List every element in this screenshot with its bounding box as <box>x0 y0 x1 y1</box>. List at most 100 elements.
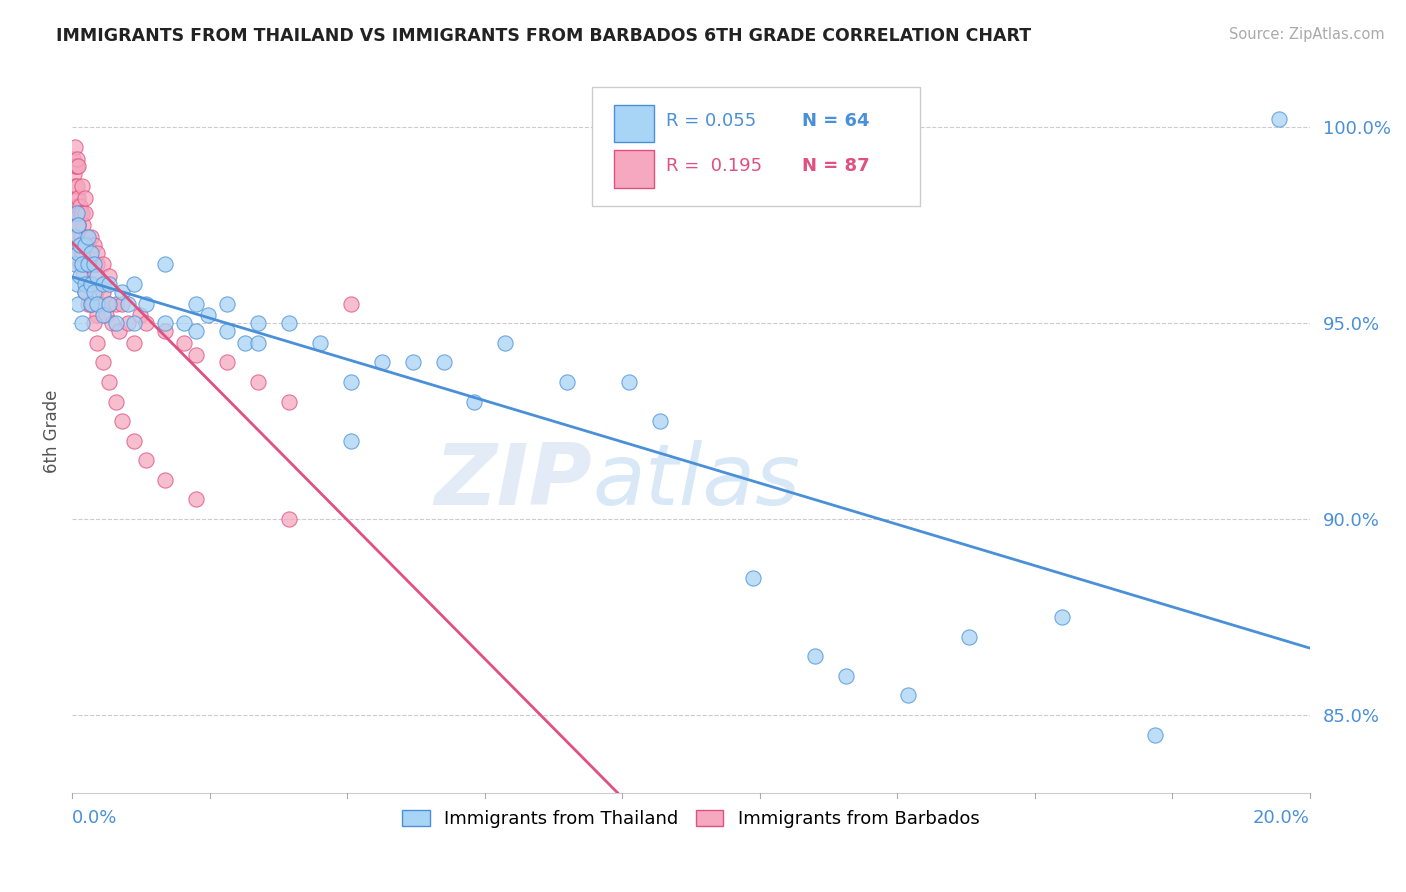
Point <box>67 219 90 233</box>
Point <box>66 152 89 166</box>
Point <box>153 473 176 487</box>
Point <box>98 277 121 291</box>
Point <box>308 335 330 350</box>
Point <box>80 257 103 271</box>
Point <box>67 219 90 233</box>
Point <box>66 219 89 233</box>
Point <box>96 309 118 323</box>
Point <box>70 179 93 194</box>
Point <box>65 257 87 271</box>
Point <box>65 179 87 194</box>
Point <box>122 316 145 330</box>
Point <box>73 257 96 271</box>
Point <box>129 309 152 323</box>
Point <box>153 316 176 330</box>
Point <box>65 206 87 220</box>
Point <box>648 414 671 428</box>
Legend: Immigrants from Thailand, Immigrants from Barbados: Immigrants from Thailand, Immigrants fro… <box>395 802 987 835</box>
Point <box>83 316 105 330</box>
Point <box>69 269 91 284</box>
Point <box>66 179 89 194</box>
Point <box>83 237 105 252</box>
Point <box>277 394 299 409</box>
Point <box>135 453 157 467</box>
Point <box>76 257 98 271</box>
Point <box>67 245 90 260</box>
Point <box>104 316 127 330</box>
Point <box>117 296 139 310</box>
Point <box>215 355 238 369</box>
Point <box>69 199 91 213</box>
Point <box>835 669 858 683</box>
Point <box>339 434 361 448</box>
Point <box>91 285 114 299</box>
Point <box>98 269 121 284</box>
Point <box>897 689 920 703</box>
Text: 20.0%: 20.0% <box>1253 809 1310 827</box>
Point <box>86 245 108 260</box>
Point <box>73 191 96 205</box>
Point <box>80 296 103 310</box>
Point <box>76 296 98 310</box>
Text: 0.0%: 0.0% <box>72 809 118 827</box>
Point <box>1144 728 1167 742</box>
Point <box>70 257 93 271</box>
Point <box>803 649 825 664</box>
Point <box>66 206 89 220</box>
Point <box>67 219 90 233</box>
Point <box>122 335 145 350</box>
FancyBboxPatch shape <box>592 87 920 206</box>
Point <box>66 277 89 291</box>
Point <box>73 277 96 291</box>
Text: N = 64: N = 64 <box>803 112 870 130</box>
Point <box>370 355 392 369</box>
Point <box>70 316 93 330</box>
Point <box>67 191 90 205</box>
Text: atlas: atlas <box>592 440 800 524</box>
Text: R =  0.195: R = 0.195 <box>666 157 762 176</box>
Point <box>184 347 207 361</box>
Point <box>246 335 269 350</box>
Point <box>69 237 91 252</box>
Point <box>84 285 107 299</box>
Point <box>80 245 103 260</box>
Point <box>86 269 108 284</box>
Point <box>72 219 94 233</box>
Point <box>122 277 145 291</box>
Point <box>135 296 157 310</box>
Y-axis label: 6th Grade: 6th Grade <box>44 389 60 473</box>
Point <box>66 199 89 213</box>
Point <box>184 296 207 310</box>
Text: N = 87: N = 87 <box>803 157 870 176</box>
Point <box>117 316 139 330</box>
Point <box>80 296 103 310</box>
Point <box>62 152 84 166</box>
Point <box>63 167 86 181</box>
FancyBboxPatch shape <box>614 104 654 143</box>
Point <box>69 206 91 220</box>
Point <box>73 285 96 299</box>
Point <box>83 285 105 299</box>
Point <box>69 237 91 252</box>
Point <box>70 245 93 260</box>
Point <box>70 237 93 252</box>
Point <box>98 296 121 310</box>
Point <box>69 257 91 271</box>
Point <box>122 434 145 448</box>
Point <box>65 140 87 154</box>
Point <box>80 277 103 291</box>
Point <box>91 355 114 369</box>
Point <box>65 160 87 174</box>
Point <box>197 309 219 323</box>
Point <box>215 296 238 310</box>
Point <box>111 414 134 428</box>
Point <box>83 269 105 284</box>
Point <box>80 230 103 244</box>
Point <box>75 230 97 244</box>
Point <box>65 199 87 213</box>
Point <box>80 277 103 291</box>
Point <box>184 492 207 507</box>
Point <box>73 285 96 299</box>
Point <box>86 257 108 271</box>
Point <box>339 375 361 389</box>
